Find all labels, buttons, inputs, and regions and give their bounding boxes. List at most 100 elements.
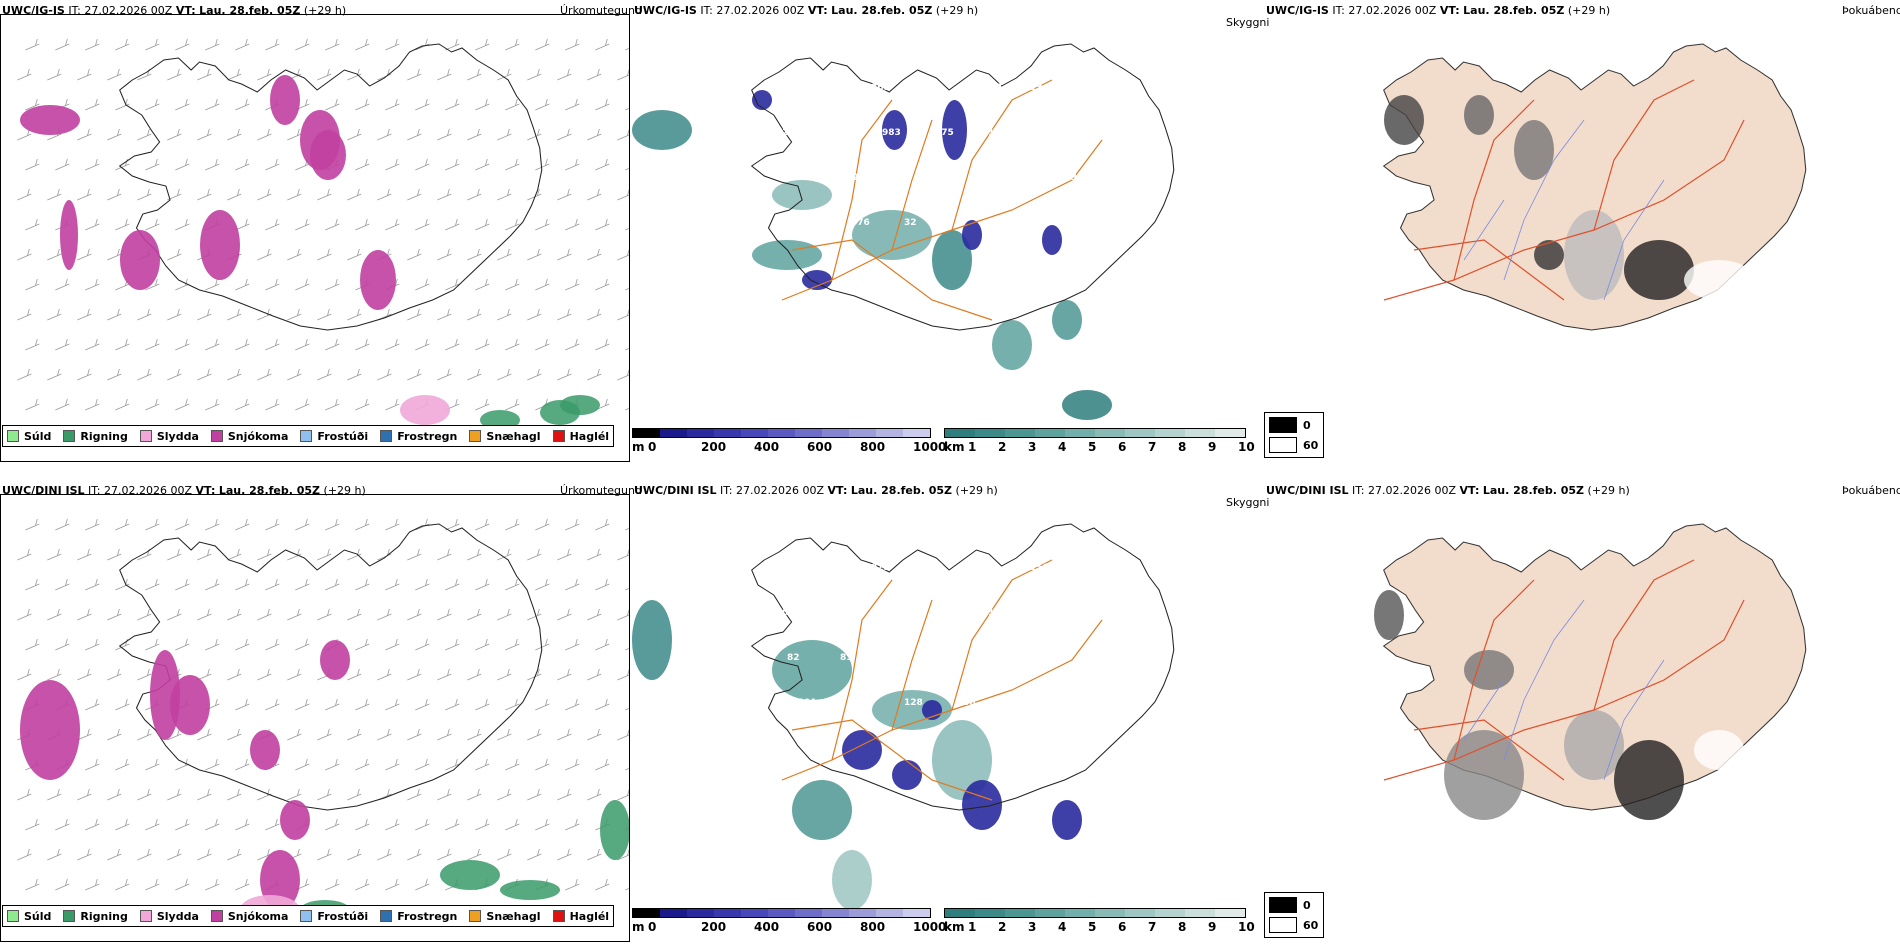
wind-barb (107, 848, 122, 861)
wind-barb (55, 578, 70, 591)
fog-index-area (1694, 730, 1744, 770)
wind-barb (115, 398, 130, 411)
cloud-base-tick: 600 (807, 440, 833, 454)
cloud-base-value: 13 (1030, 83, 1043, 93)
wind-barb (527, 848, 542, 861)
wind-barb (595, 38, 610, 51)
wind-barb (175, 818, 190, 831)
wind-barb (47, 788, 62, 801)
wind-barb (17, 668, 32, 681)
wind-barb (107, 548, 122, 561)
wind-barb (287, 248, 302, 261)
snow-area (200, 210, 240, 280)
snow-area (360, 250, 396, 310)
wind-barb (167, 128, 182, 141)
wind-barb (17, 548, 32, 561)
wind-barb (505, 758, 520, 771)
wind-barb (467, 368, 482, 381)
precip-legend-item: Snæhagl (469, 430, 541, 443)
cloud-title-row2: UWC/DINI ISL IT: 27.02.2026 00Z VT: Lau.… (634, 484, 998, 497)
wind-barb (265, 278, 280, 291)
wind-barb (227, 848, 242, 861)
cloud-base-value: 275 (935, 128, 954, 138)
wind-barb (257, 248, 272, 261)
wind-barb (505, 98, 520, 111)
wind-barb (47, 188, 62, 201)
visibility-tick: 4 (1058, 920, 1067, 934)
wind-barb (197, 308, 212, 321)
wind-barb (505, 218, 520, 231)
wind-barb (347, 308, 362, 321)
fog-index-area (1564, 210, 1624, 300)
wind-barb (625, 47, 630, 51)
cloud-base-value: 11 (818, 83, 831, 93)
wind-barb (565, 338, 580, 351)
fog-index-area (1374, 590, 1404, 640)
cloud-base-value: 21 (745, 218, 758, 228)
cloud-base-tick: 600 (807, 920, 833, 934)
wind-barb (325, 878, 340, 891)
wind-barb (317, 608, 332, 621)
wind-barb (535, 38, 550, 51)
wind-barb (235, 278, 250, 291)
cloud-base-value: 162 (1010, 698, 1029, 708)
wind-barb (235, 158, 250, 171)
wind-barb (505, 818, 520, 831)
wind-barb (145, 638, 160, 651)
precip-map-frame (0, 14, 630, 462)
wind-barb (475, 698, 490, 711)
wind-barb (385, 218, 400, 231)
wind-barb (107, 68, 122, 81)
wind-barb (385, 338, 400, 351)
visibility-colorbar-segment (1155, 909, 1185, 917)
wind-barb (175, 578, 190, 591)
wind-barb (115, 818, 130, 831)
wind-barb (445, 218, 460, 231)
visibility-colorbar-segment (1035, 909, 1065, 917)
wind-barb (47, 248, 62, 261)
snow-area (250, 730, 280, 770)
wind-barb (197, 128, 212, 141)
wind-barb (497, 368, 512, 381)
wind-barb (317, 368, 332, 381)
cloud-base-colorbar-segment (714, 909, 741, 917)
snow-area (170, 675, 210, 735)
wind-barb (295, 398, 310, 411)
precip-legend-swatch (63, 430, 76, 442)
wind-barb (587, 248, 602, 261)
cloud-base-tick: 1000 (913, 440, 947, 454)
wind-barb (625, 407, 630, 411)
wind-barb (317, 68, 332, 81)
cloud-base-colorbar-segment (849, 429, 876, 437)
snow-area (310, 130, 346, 180)
visibility-colorbar-segment (1215, 429, 1245, 437)
cloud-base-value: 743 (723, 608, 742, 618)
visibility-tick: 1 (968, 440, 977, 454)
wind-barb (85, 878, 100, 891)
visibility-colorbar-fill (944, 428, 1246, 438)
precip-legend-item: Súld (7, 910, 51, 923)
visibility-colorbar-segment (1005, 909, 1035, 917)
precip-legend-swatch (300, 910, 313, 922)
wind-barb (137, 848, 152, 861)
wind-barb (587, 548, 602, 561)
road-network (781, 559, 1103, 801)
cloud-base-value: 14 (734, 173, 747, 183)
wind-barb (415, 158, 430, 171)
cloud-base-area (942, 100, 967, 160)
cloud-base-value: 125 (776, 128, 795, 138)
fog-panel-row2: UWC/DINI ISL IT: 27.02.2026 00Z VT: Lau.… (1264, 480, 1900, 930)
road-network (1383, 79, 1745, 301)
wind-barb (137, 728, 152, 741)
wind-barb (355, 158, 370, 171)
precip-legend-item: Frostregn (380, 430, 457, 443)
visibility-colorbar-segment (1215, 909, 1245, 917)
wind-barb (265, 638, 280, 651)
cloud-base-area (882, 110, 907, 150)
wind-barb (587, 188, 602, 201)
wind-barb (497, 128, 512, 141)
wind-barb (265, 338, 280, 351)
visibility-colorbar-segment (945, 429, 975, 437)
wind-barb (115, 698, 130, 711)
wind-barb (317, 188, 332, 201)
